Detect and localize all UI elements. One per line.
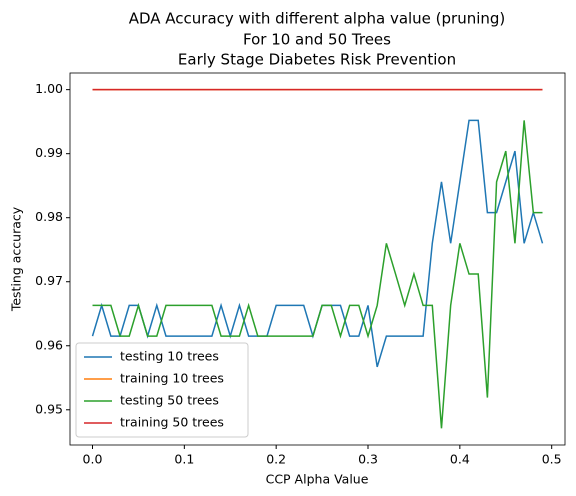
x-tick-label: 0.1	[174, 452, 194, 467]
y-tick-label: 0.96	[35, 337, 63, 352]
line-series	[91, 119, 544, 368]
legend-box	[75, 342, 249, 438]
legend-label: testing 10 trees	[120, 349, 219, 364]
x-tick-label: 0.4	[450, 452, 470, 467]
legend-label: training 10 trees	[120, 371, 224, 386]
chart-title: ADA Accuracy with different alpha value …	[129, 10, 506, 28]
y-tick-label: 0.99	[35, 145, 63, 160]
y-tick-label: 1.00	[35, 81, 63, 96]
x-tick-label: 0.3	[358, 452, 378, 467]
line-series	[92, 120, 543, 429]
x-axis-label: CCP Alpha Value	[266, 472, 369, 487]
x-tick-label: 0.2	[266, 452, 286, 467]
x-tick-label: 0.0	[83, 452, 103, 467]
x-tick-label: 0.5	[542, 452, 562, 467]
chart-subtitle: For 10 and 50 Trees	[243, 31, 391, 49]
y-tick-label: 0.97	[35, 273, 63, 288]
legend-label: testing 50 trees	[120, 393, 219, 408]
y-axis-label: Testing accuracy	[9, 206, 24, 312]
legend-label: training 50 trees	[120, 415, 224, 430]
y-tick-label: 0.98	[35, 209, 63, 224]
y-tick-label: 0.95	[35, 401, 63, 416]
chart-subtitle: Early Stage Diabetes Risk Prevention	[178, 51, 456, 69]
plot-frame	[69, 72, 566, 446]
